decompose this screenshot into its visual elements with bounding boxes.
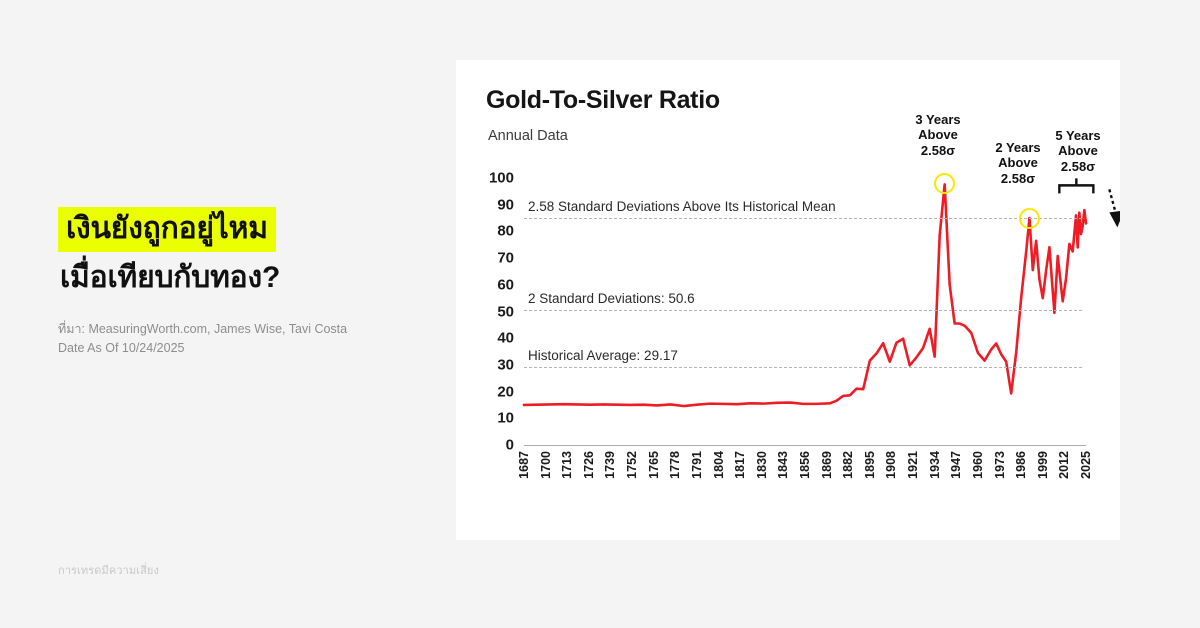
x-axis-tick-1830: 1830 [754,451,769,479]
x-axis-tick-1791: 1791 [689,451,704,479]
chart-subtitle: Annual Data [488,128,568,144]
x-axis-tick-1908: 1908 [884,451,899,479]
x-axis-tick-1973: 1973 [992,451,1007,479]
y-axis-tick-0: 0 [505,436,514,454]
y-axis-tick-30: 30 [497,356,514,374]
x-axis-tick-2025: 2025 [1079,451,1093,479]
x-axis-tick-1895: 1895 [862,451,877,479]
chart-card: Gold-To-Silver Ratio Annual Data 1687 170… [456,60,1120,540]
headline-block: เงินยังถูกอยู่ไหม เมื่อเทียบกับทอง? [58,207,438,297]
annotation-bracket [1058,178,1095,194]
reference-label-1: 2 Standard Deviations: 50.6 [528,290,695,306]
reference-label-0: 2.58 Standard Deviations Above Its Histo… [528,199,836,215]
x-axis-tick-1687: 1687 [517,451,531,479]
reference-line-0 [524,218,1082,220]
y-axis-tick-80: 80 [497,222,514,240]
annotation-circle-1 [1018,207,1040,229]
x-axis-line [524,445,1086,446]
y-axis-tick-40: 40 [497,329,514,347]
headline-line-2: เมื่อเทียบกับทอง? [60,261,281,294]
y-axis-tick-100: 100 [488,169,514,187]
x-axis-tick-1765: 1765 [646,451,661,479]
annotation-arrow-shaft [1108,189,1118,216]
x-axis-tick-1999: 1999 [1035,451,1050,479]
headline-line-1: เงินยังถูกอยู่ไหม [58,207,276,252]
x-axis-tick-group: 1687 1700 1713 1726 1739 1752 1765 1778 1791 1804… [517,451,1093,521]
x-axis-tick-1921: 1921 [906,451,921,479]
x-axis-tick-1986: 1986 [1014,451,1029,479]
reference-label-2: Historical Average: 29.17 [528,348,678,364]
y-axis-tick-90: 90 [497,196,514,214]
x-axis-tick-1843: 1843 [776,451,791,479]
annotation-label-2: 5 Years Above 2.58σ [1055,128,1101,174]
chart-title: Gold-To-Silver Ratio [486,86,720,114]
y-axis-tick-50: 50 [497,303,514,320]
chart-plot-area: 1687 1700 1713 1726 1739 1752 1765 1778 1791 1804… [456,60,1120,540]
x-axis-tick-1869: 1869 [819,451,834,479]
x-axis-tick-1947: 1947 [949,451,964,479]
y-axis-tick-10: 10 [497,409,514,427]
y-axis-tick-60: 60 [497,276,514,294]
source-attribution: ที่มา: MeasuringWorth.com, James Wise, T… [58,320,428,359]
reference-line-2 [524,367,1082,369]
source-line-2: Date As Of 10/24/2025 [58,341,185,356]
x-axis-tick-1752: 1752 [625,451,640,479]
x-axis-tick-1817: 1817 [733,451,748,479]
x-axis-tick-2012: 2012 [1057,451,1072,479]
x-axis-tick-1700: 1700 [538,451,553,479]
x-axis-tick-1726: 1726 [581,451,596,479]
x-axis-tick-1960: 1960 [970,451,985,479]
annotation-arrow-head [1109,210,1120,228]
x-axis-tick-1778: 1778 [668,451,683,479]
x-axis-tick-1804: 1804 [711,451,726,479]
annotation-label-0: 3 Years Above 2.58σ [915,112,961,158]
y-axis-tick-20: 20 [497,383,514,401]
y-axis-tick-70: 70 [497,249,514,267]
x-axis-tick-1934: 1934 [927,451,942,479]
x-axis-tick-1856: 1856 [798,451,812,479]
x-axis-tick-1882: 1882 [841,451,856,479]
x-axis-tick-1713: 1713 [560,451,575,479]
x-axis-tick-1739: 1739 [603,451,618,479]
left-panel: เงินยังถูกอยู่ไหม เมื่อเทียบกับทอง? ที่ม… [0,0,456,628]
annotation-circle-0 [934,172,956,194]
risk-disclaimer: การเทรดมีความเสี่ยง [58,565,159,577]
source-line-1: ที่มา: MeasuringWorth.com, James Wise, T… [58,322,348,336]
reference-line-1 [524,309,1082,311]
annotation-label-1: 2 Years Above 2.58σ [995,140,1041,186]
